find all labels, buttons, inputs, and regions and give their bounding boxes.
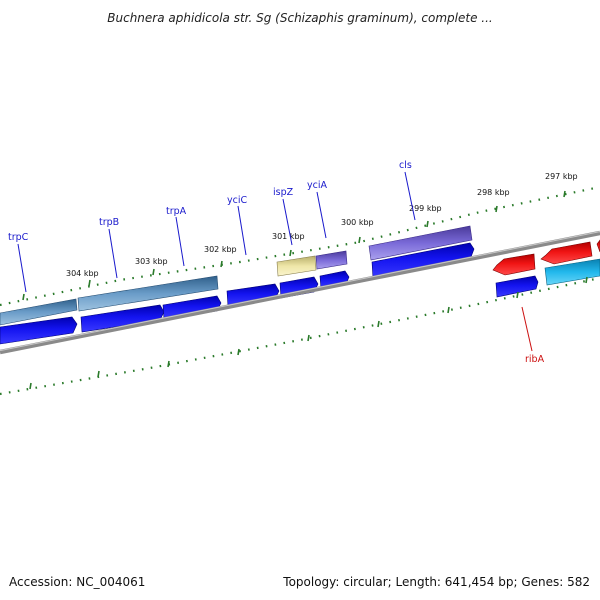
ispZ-leader bbox=[282, 198, 293, 246]
major-tick bbox=[237, 348, 240, 356]
genome-backbone bbox=[0, 230, 600, 355]
gene-label-yciC: yciC bbox=[227, 195, 247, 206]
scale-label: 298 kbp bbox=[477, 188, 510, 197]
major-tick bbox=[358, 236, 361, 244]
gene-label-yciA: yciA bbox=[307, 180, 327, 191]
major-tick bbox=[97, 370, 100, 378]
scale-label: 303 kbp bbox=[135, 257, 168, 266]
major-tick bbox=[29, 382, 32, 390]
plus-strand-cds bbox=[0, 242, 475, 345]
minus-cds-arrow-3 bbox=[596, 239, 600, 253]
topology-summary-text: Topology: circular; Length: 641,454 bp; … bbox=[282, 575, 590, 589]
scale-label: 299 kbp bbox=[409, 204, 442, 213]
gene-labels: trpC trpB trpA yciC ispZ yciA cls ribA bbox=[8, 160, 545, 365]
minus-cds-arrow-2 bbox=[540, 241, 593, 265]
ribA-leader bbox=[521, 306, 533, 352]
major-tick bbox=[495, 205, 498, 213]
scale-label: 300 kbp bbox=[341, 218, 374, 227]
ribA-cds-arrow bbox=[495, 275, 539, 298]
scale-label: 302 kbp bbox=[204, 245, 237, 254]
gene-label-trpB: trpB bbox=[99, 217, 119, 228]
major-tick bbox=[563, 190, 566, 198]
cls-cds-arrow bbox=[371, 242, 475, 279]
major-tick bbox=[426, 220, 429, 228]
major-tick bbox=[22, 293, 25, 301]
cls-feature bbox=[368, 225, 473, 261]
minus-cds-arrow-1 bbox=[492, 253, 536, 276]
scale-label: 301 kbp bbox=[272, 232, 305, 241]
map-title: Buchnera aphidicola str. Sg (Schizaphis … bbox=[107, 11, 492, 25]
major-tick bbox=[516, 291, 519, 299]
minus-feature-cyan bbox=[544, 258, 600, 286]
trpB-cds-arrow bbox=[80, 304, 165, 333]
gene-label-ribA: ribA bbox=[525, 354, 545, 365]
major-tick bbox=[88, 279, 91, 287]
gene-label-cls: cls bbox=[399, 160, 412, 171]
accession-text: Accession: NC_004061 bbox=[9, 575, 145, 589]
major-tick bbox=[447, 306, 450, 314]
trpC-feature bbox=[0, 298, 78, 326]
genome-backbone-highlight bbox=[0, 231, 600, 352]
trpC-leader bbox=[17, 243, 27, 293]
yciC-leader bbox=[237, 205, 247, 256]
major-tick bbox=[167, 360, 170, 368]
gene-leader-lines bbox=[17, 171, 533, 352]
major-tick bbox=[585, 276, 588, 284]
gene-label-trpC: trpC bbox=[8, 232, 29, 243]
trpB-leader bbox=[108, 228, 118, 279]
yciA-leader bbox=[316, 191, 327, 239]
major-tick bbox=[152, 268, 155, 276]
gene-label-trpA: trpA bbox=[166, 206, 187, 217]
gene-label-ispZ: ispZ bbox=[273, 187, 294, 198]
plus-strand-features bbox=[0, 225, 473, 326]
trpB-trpA-feature bbox=[77, 275, 219, 312]
major-tick bbox=[220, 260, 223, 268]
scale-labels: 304 kbp 303 kbp 302 kbp 301 kbp 300 kbp … bbox=[66, 172, 578, 278]
yciA-feature bbox=[315, 250, 348, 270]
major-tick bbox=[307, 334, 310, 342]
cls-leader bbox=[404, 171, 416, 221]
trpC-cds-arrow bbox=[0, 316, 78, 345]
major-tick bbox=[377, 320, 380, 328]
scale-label: 297 kbp bbox=[545, 172, 578, 181]
minus-strand-features bbox=[492, 239, 600, 298]
major-tick bbox=[289, 249, 292, 257]
trpA-leader bbox=[175, 216, 185, 267]
outer-tick-ring bbox=[0, 185, 600, 307]
scale-label: 304 kbp bbox=[66, 269, 99, 278]
ispZ-feature bbox=[276, 255, 317, 277]
inner-tick-ring bbox=[0, 276, 600, 396]
